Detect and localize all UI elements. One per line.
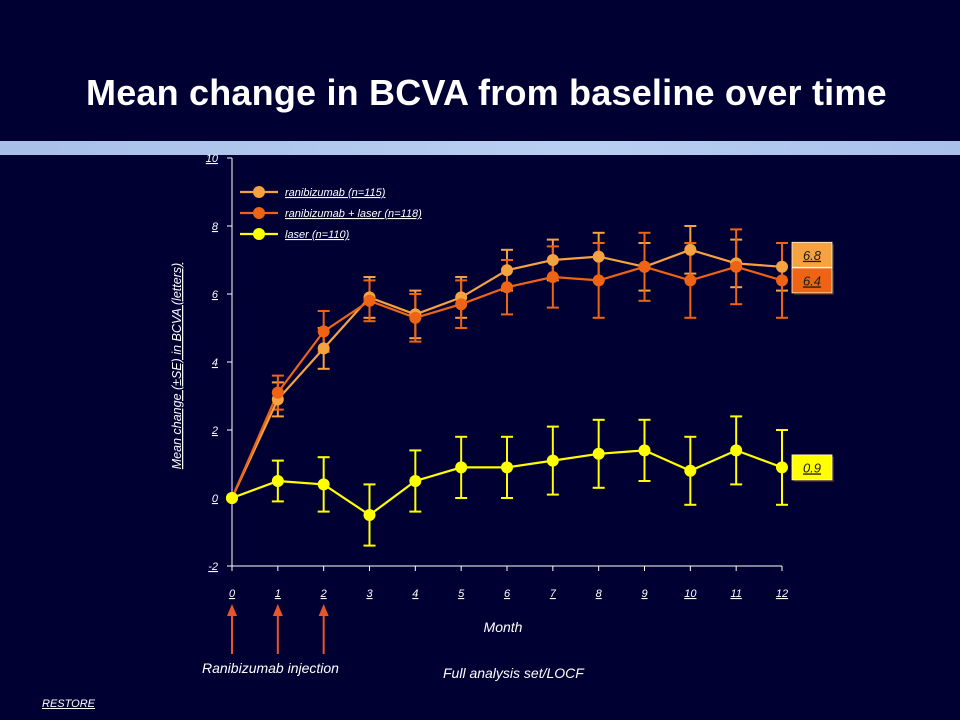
- data-point: [684, 243, 697, 256]
- x-tick-label: 8: [596, 588, 603, 600]
- legend-label: ranibizumab + laser (n=118): [285, 208, 422, 220]
- x-tick-label: 6: [504, 588, 511, 600]
- x-tick-label: 2: [320, 588, 327, 600]
- y-tick-label: 4: [212, 357, 218, 369]
- y-axis-label: Mean change (±SE) in BCVA (letters): [170, 263, 184, 469]
- y-tick-label: 0: [212, 493, 219, 505]
- x-tick-label: 11: [730, 588, 741, 600]
- data-point: [226, 492, 238, 504]
- end-value-box: [791, 267, 833, 294]
- page-title: Mean change in BCVA from baseline over t…: [86, 72, 887, 113]
- data-point: [684, 274, 697, 287]
- data-point: [271, 386, 284, 399]
- x-tick-label: 3: [366, 588, 373, 600]
- x-tick-label: 4: [412, 588, 418, 600]
- y-tick-label: 6: [212, 289, 219, 301]
- data-point: [684, 464, 697, 477]
- data-point: [363, 294, 376, 307]
- data-point: [501, 281, 513, 294]
- x-tick-label: 7: [550, 588, 557, 600]
- title-accent-bar: [0, 141, 960, 155]
- data-point: [730, 260, 743, 273]
- x-tick-label: 10: [684, 588, 697, 600]
- end-value-label: 6.8: [803, 248, 822, 263]
- data-point: [501, 461, 513, 474]
- data-point: [455, 298, 468, 311]
- end-value-label: 0.9: [803, 460, 821, 475]
- data-point: [455, 461, 468, 474]
- data-point: [317, 342, 330, 355]
- injection-annotation: Ranibizumab injection: [202, 660, 339, 676]
- x-tick-label: 9: [641, 588, 647, 600]
- data-point: [592, 447, 605, 460]
- data-point: [638, 444, 651, 457]
- data-point: [546, 454, 559, 467]
- legend-marker: [253, 228, 265, 240]
- end-value-box: [791, 454, 833, 481]
- data-point: [317, 325, 330, 338]
- data-point: [730, 444, 743, 457]
- data-point: [638, 260, 651, 273]
- data-point: [501, 264, 513, 277]
- legend-label: laser (n=110): [285, 229, 350, 241]
- injection-arrow-head: [227, 604, 237, 616]
- x-tick-label: 5: [458, 588, 465, 600]
- y-tick-label: 10: [206, 153, 219, 165]
- legend-marker: [253, 207, 265, 219]
- data-point: [592, 274, 605, 287]
- data-point: [546, 254, 559, 266]
- data-point: [317, 478, 330, 491]
- data-point: [776, 260, 788, 273]
- source-label: RESTORE: [42, 698, 95, 710]
- y-tick-label: 8: [212, 221, 219, 233]
- x-axis-label: Month: [484, 619, 523, 635]
- injection-arrow-head: [272, 604, 283, 616]
- data-point: [776, 274, 788, 287]
- x-tick-label: 12: [776, 588, 788, 600]
- data-point: [409, 475, 422, 487]
- data-point: [776, 461, 788, 474]
- data-point: [592, 250, 605, 263]
- data-point: [271, 475, 284, 487]
- y-tick-label: -2: [208, 561, 218, 573]
- data-point: [363, 509, 376, 521]
- end-value-box: [791, 241, 833, 268]
- x-tick-label: 0: [229, 588, 236, 600]
- data-point: [546, 271, 559, 283]
- data-point: [409, 311, 422, 324]
- end-value-label: 6.4: [803, 273, 821, 288]
- y-tick-label: 2: [211, 425, 218, 437]
- injection-arrow-head: [318, 604, 329, 616]
- legend-label: ranibizumab (n=115): [285, 187, 386, 199]
- legend-marker: [253, 186, 265, 198]
- analysis-set-annotation: Full analysis set/LOCF: [443, 665, 584, 681]
- x-tick-label: 1: [275, 588, 281, 600]
